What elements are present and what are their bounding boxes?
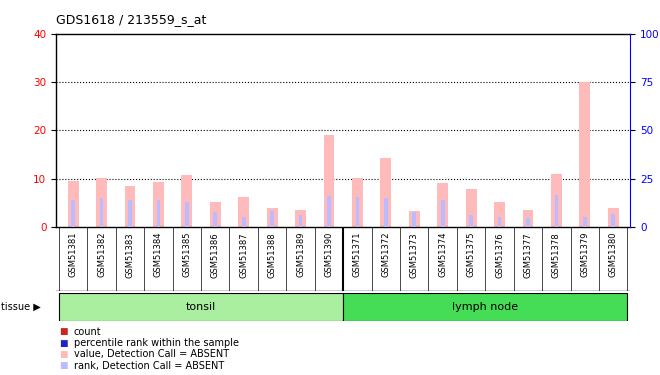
Text: ■: ■: [59, 327, 68, 336]
Text: ■: ■: [59, 361, 68, 370]
Bar: [554, 195, 558, 227]
Bar: [579, 82, 590, 227]
Bar: [128, 200, 132, 227]
Bar: [210, 202, 220, 227]
Bar: [551, 174, 562, 227]
Bar: [412, 212, 416, 227]
Text: GSM51388: GSM51388: [268, 232, 277, 278]
Text: GSM51381: GSM51381: [69, 232, 78, 278]
Bar: [469, 215, 473, 227]
Bar: [526, 218, 530, 227]
Text: rank, Detection Call = ABSENT: rank, Detection Call = ABSENT: [74, 361, 224, 370]
Text: GSM51387: GSM51387: [239, 232, 248, 278]
Text: ■: ■: [59, 350, 68, 359]
Bar: [100, 198, 104, 227]
Text: ■: ■: [59, 339, 68, 348]
Text: GSM51375: GSM51375: [467, 232, 476, 278]
Bar: [182, 175, 192, 227]
Bar: [156, 200, 160, 227]
Text: GSM51373: GSM51373: [410, 232, 418, 278]
Text: GSM51382: GSM51382: [97, 232, 106, 278]
Bar: [352, 178, 363, 227]
Bar: [356, 197, 359, 227]
Bar: [523, 210, 533, 227]
Bar: [96, 178, 107, 227]
Bar: [59, 292, 343, 321]
Text: value, Detection Call = ABSENT: value, Detection Call = ABSENT: [74, 350, 229, 359]
Text: GSM51376: GSM51376: [495, 232, 504, 278]
Text: GSM51379: GSM51379: [580, 232, 589, 278]
Bar: [153, 183, 164, 227]
Bar: [409, 211, 420, 227]
Text: GSM51383: GSM51383: [125, 232, 135, 278]
Bar: [494, 202, 505, 227]
Text: count: count: [74, 327, 102, 337]
Text: tissue ▶: tissue ▶: [1, 302, 41, 312]
Text: GSM51380: GSM51380: [609, 232, 618, 278]
Bar: [380, 158, 391, 227]
Bar: [608, 208, 618, 227]
Bar: [441, 200, 445, 227]
Text: GSM51384: GSM51384: [154, 232, 163, 278]
Text: GSM51377: GSM51377: [523, 232, 533, 278]
Bar: [185, 202, 189, 227]
Bar: [271, 211, 274, 227]
Text: tonsil: tonsil: [186, 302, 216, 312]
Text: GSM51390: GSM51390: [325, 232, 333, 278]
Text: GSM51378: GSM51378: [552, 232, 561, 278]
Bar: [583, 217, 587, 227]
Bar: [238, 197, 249, 227]
Bar: [125, 186, 135, 227]
Bar: [323, 135, 335, 227]
Text: GDS1618 / 213559_s_at: GDS1618 / 213559_s_at: [56, 13, 207, 26]
Bar: [213, 212, 217, 227]
Bar: [71, 200, 75, 227]
Bar: [466, 189, 477, 227]
Bar: [384, 198, 387, 227]
Text: GSM51385: GSM51385: [182, 232, 191, 278]
Text: GSM51371: GSM51371: [353, 232, 362, 278]
Bar: [267, 208, 278, 227]
Text: lymph node: lymph node: [452, 302, 518, 312]
Text: percentile rank within the sample: percentile rank within the sample: [74, 338, 239, 348]
Bar: [68, 181, 79, 227]
Bar: [498, 217, 502, 227]
Bar: [611, 214, 615, 227]
Bar: [295, 210, 306, 227]
Text: GSM51374: GSM51374: [438, 232, 447, 278]
Text: GSM51389: GSM51389: [296, 232, 305, 278]
Bar: [343, 292, 628, 321]
Bar: [299, 215, 302, 227]
Bar: [327, 196, 331, 227]
Bar: [438, 183, 448, 227]
Bar: [242, 217, 246, 227]
Text: GSM51386: GSM51386: [211, 232, 220, 278]
Text: GSM51372: GSM51372: [381, 232, 390, 278]
